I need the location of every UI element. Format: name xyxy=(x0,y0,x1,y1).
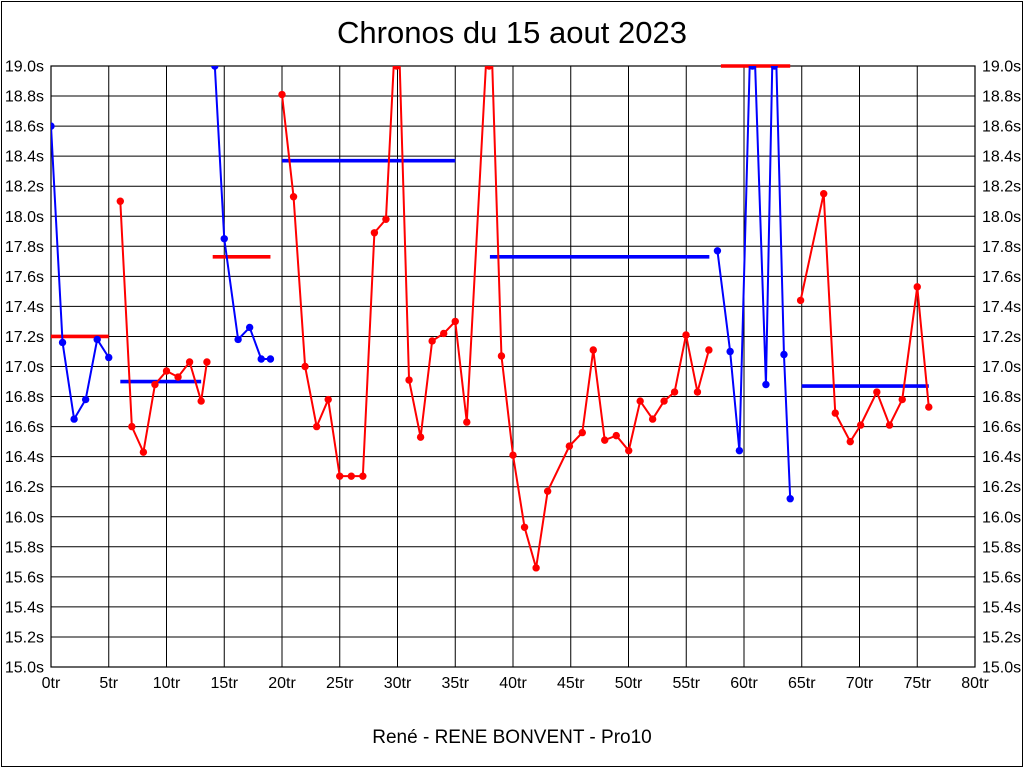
svg-text:18.0s: 18.0s xyxy=(5,209,44,226)
svg-text:17.6s: 17.6s xyxy=(5,269,44,286)
svg-text:80tr: 80tr xyxy=(961,675,989,692)
svg-text:17.0s: 17.0s xyxy=(5,359,44,376)
svg-text:15.4s: 15.4s xyxy=(5,599,44,616)
svg-text:65tr: 65tr xyxy=(788,675,816,692)
svg-text:70tr: 70tr xyxy=(846,675,874,692)
svg-text:18.6s: 18.6s xyxy=(5,119,44,136)
svg-text:19.0s: 19.0s xyxy=(5,59,44,76)
svg-text:17.4s: 17.4s xyxy=(982,299,1021,316)
svg-text:16.8s: 16.8s xyxy=(982,389,1021,406)
svg-text:15.4s: 15.4s xyxy=(982,599,1021,616)
svg-text:17.2s: 17.2s xyxy=(5,329,44,346)
svg-text:16.2s: 16.2s xyxy=(5,479,44,496)
svg-text:17.8s: 17.8s xyxy=(982,239,1021,256)
svg-text:18.2s: 18.2s xyxy=(982,179,1021,196)
svg-text:17.0s: 17.0s xyxy=(982,359,1021,376)
svg-text:15.6s: 15.6s xyxy=(5,569,44,586)
svg-text:20tr: 20tr xyxy=(268,675,296,692)
svg-text:18.2s: 18.2s xyxy=(5,179,44,196)
svg-text:17.2s: 17.2s xyxy=(982,329,1021,346)
svg-text:17.6s: 17.6s xyxy=(982,269,1021,286)
svg-text:25tr: 25tr xyxy=(326,675,354,692)
svg-text:15.8s: 15.8s xyxy=(982,539,1021,556)
svg-text:18.4s: 18.4s xyxy=(5,149,44,166)
svg-text:40tr: 40tr xyxy=(499,675,527,692)
svg-text:30tr: 30tr xyxy=(384,675,412,692)
svg-text:16.0s: 16.0s xyxy=(982,509,1021,526)
svg-text:18.8s: 18.8s xyxy=(982,89,1021,106)
svg-text:15.6s: 15.6s xyxy=(982,569,1021,586)
svg-text:18.0s: 18.0s xyxy=(982,209,1021,226)
svg-text:15.0s: 15.0s xyxy=(5,660,44,677)
svg-text:16.2s: 16.2s xyxy=(982,479,1021,496)
svg-text:75tr: 75tr xyxy=(903,675,931,692)
svg-text:50tr: 50tr xyxy=(615,675,643,692)
svg-text:16.6s: 16.6s xyxy=(982,419,1021,436)
svg-text:17.4s: 17.4s xyxy=(5,299,44,316)
svg-text:35tr: 35tr xyxy=(441,675,469,692)
svg-text:16.4s: 16.4s xyxy=(982,449,1021,466)
svg-text:15.8s: 15.8s xyxy=(5,539,44,556)
svg-text:60tr: 60tr xyxy=(730,675,758,692)
svg-text:55tr: 55tr xyxy=(672,675,700,692)
svg-text:17.8s: 17.8s xyxy=(5,239,44,256)
svg-text:16.0s: 16.0s xyxy=(5,509,44,526)
svg-text:19.0s: 19.0s xyxy=(982,59,1021,76)
svg-text:15.0s: 15.0s xyxy=(982,660,1021,677)
svg-text:18.4s: 18.4s xyxy=(982,149,1021,166)
svg-text:18.8s: 18.8s xyxy=(5,89,44,106)
svg-text:16.6s: 16.6s xyxy=(5,419,44,436)
svg-text:15tr: 15tr xyxy=(210,675,238,692)
svg-text:10tr: 10tr xyxy=(153,675,181,692)
svg-text:0tr: 0tr xyxy=(42,675,61,692)
svg-text:15.2s: 15.2s xyxy=(5,629,44,646)
svg-text:5tr: 5tr xyxy=(99,675,118,692)
svg-text:18.6s: 18.6s xyxy=(982,119,1021,136)
svg-text:45tr: 45tr xyxy=(557,675,585,692)
svg-text:16.8s: 16.8s xyxy=(5,389,44,406)
svg-text:16.4s: 16.4s xyxy=(5,449,44,466)
svg-text:15.2s: 15.2s xyxy=(982,629,1021,646)
